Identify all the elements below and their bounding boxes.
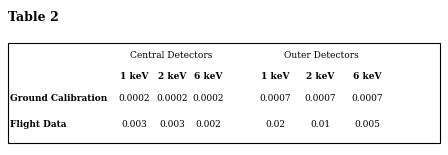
Text: 0.003: 0.003 (121, 120, 147, 129)
Text: 0.0002: 0.0002 (193, 94, 224, 103)
Text: Central Detectors: Central Detectors (130, 51, 212, 60)
Text: 0.005: 0.005 (354, 120, 380, 129)
Text: 1 keV: 1 keV (261, 72, 290, 81)
Text: 0.01: 0.01 (310, 120, 330, 129)
Text: 0.003: 0.003 (159, 120, 185, 129)
Text: Flight Data: Flight Data (10, 120, 66, 129)
Text: Table 2: Table 2 (8, 11, 59, 24)
Text: 0.0007: 0.0007 (260, 94, 291, 103)
Text: 2 keV: 2 keV (158, 72, 187, 81)
Text: 0.02: 0.02 (266, 120, 285, 129)
Text: 0.0007: 0.0007 (305, 94, 336, 103)
Text: 0.002: 0.002 (195, 120, 221, 129)
Text: 0.0007: 0.0007 (352, 94, 383, 103)
Text: 6 keV: 6 keV (353, 72, 382, 81)
Text: Outer Detectors: Outer Detectors (284, 51, 359, 60)
Bar (8, 43, 440, 143)
Text: 1 keV: 1 keV (120, 72, 149, 81)
Text: 6 keV: 6 keV (194, 72, 223, 81)
Text: 0.0002: 0.0002 (119, 94, 150, 103)
Text: 0.0002: 0.0002 (157, 94, 188, 103)
Text: 2 keV: 2 keV (306, 72, 335, 81)
Text: Ground Calibration: Ground Calibration (10, 94, 107, 103)
